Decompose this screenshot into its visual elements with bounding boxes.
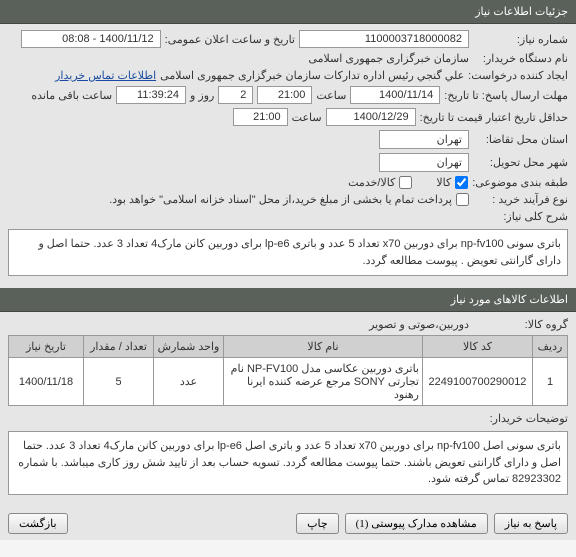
need-number-value: 1100003718000082 (299, 30, 469, 48)
deadline-label: مهلت ارسال پاسخ: تا تاریخ: (444, 89, 568, 102)
deadline-time-label: ساعت (316, 89, 346, 102)
public-date-value: 1400/11/12 - 08:08 (21, 30, 161, 48)
buyer-notes-label: توضیحات خریدار: (473, 412, 568, 425)
category-goods-text: کالا (436, 176, 451, 189)
cell-date: 1400/11/18 (9, 358, 84, 406)
group-value: دوربین،صوتی و تصویر (369, 318, 469, 331)
delivery-province-label: شهر محل تحویل: (473, 156, 568, 169)
request-province-value: تهران (379, 130, 469, 149)
remaining-suffix: ساعت باقی مانده (31, 89, 112, 102)
validity-time-value: 21:00 (233, 108, 288, 126)
category-services-checkbox[interactable] (399, 176, 412, 189)
back-button[interactable]: بازگشت (8, 513, 68, 534)
reply-button[interactable]: پاسخ به نیاز (494, 513, 568, 534)
process-type-text: پرداخت تمام یا بخشی از مبلغ خرید،از محل … (109, 193, 452, 206)
process-type-label: نوع فرآیند خرید : (473, 193, 568, 206)
cell-name: باتری دوربین عکاسی مدل NP-FV100 نام تجار… (224, 358, 423, 406)
section-header-details: جزئیات اطلاعات نیاز (0, 0, 576, 24)
th-code: کد کالا (423, 336, 533, 358)
delivery-province-value: تهران (379, 153, 469, 172)
th-row: ردیف (533, 336, 568, 358)
items-table: ردیف کد کالا نام کالا واحد شمارش تعداد /… (8, 335, 568, 406)
remaining-days-label: روز و (190, 89, 214, 102)
details-panel: شماره نیاز: 1100003718000082 تاریخ و ساع… (0, 24, 576, 288)
group-label: گروه کالا: (473, 318, 568, 331)
validity-date-value: 1400/12/29 (326, 108, 416, 126)
requester-label: ایجاد کننده درخواست: (468, 69, 568, 82)
th-name: نام کالا (224, 336, 423, 358)
cell-unit: عدد (154, 358, 224, 406)
requester-value: علي گنجي رئيس اداره تدارکات سازمان خبرگز… (160, 69, 464, 82)
buyer-contact-link[interactable]: اطلاعات تماس خریدار (55, 69, 156, 82)
deadline-date-value: 1400/11/14 (350, 86, 440, 104)
button-bar: پاسخ به نیاز مشاهده مدارک پیوستی (1) چاپ… (0, 507, 576, 540)
section-header-items: اطلاعات کالاهای مورد نیاز (0, 288, 576, 312)
deadline-time-value: 21:00 (257, 86, 312, 104)
request-province-label: استان محل تقاضا: (473, 133, 568, 146)
buyer-notes-box: باتری سونی اصل np-fv100 برای دوربین x70 … (8, 431, 568, 495)
validity-label: حداقل تاریخ اعتبار قیمت تا تاریخ: (420, 111, 568, 124)
cell-idx: 1 (533, 358, 568, 406)
summary-box: باتری سونی np-fv100 برای دوربین x70 تعدا… (8, 229, 568, 276)
process-type-checkbox[interactable] (456, 193, 469, 206)
remaining-days-value: 2 (218, 86, 253, 104)
public-date-label: تاریخ و ساعت اعلان عمومی: (165, 33, 295, 46)
buyer-org-label: نام دستگاه خریدار: (473, 52, 568, 65)
attachments-button[interactable]: مشاهده مدارک پیوستی (1) (345, 513, 488, 534)
category-goods-checkbox[interactable] (455, 176, 468, 189)
remaining-time-value: 11:39:24 (116, 86, 186, 104)
cell-code: 2249100700290012 (423, 358, 533, 406)
need-number-label: شماره نیاز: (473, 33, 568, 46)
th-qty: تعداد / مقدار (84, 336, 154, 358)
summary-label: شرح کلی نیاز: (473, 210, 568, 223)
category-label: طبقه بندی موضوعی: (472, 176, 568, 189)
table-row: 1 2249100700290012 باتری دوربین عکاسی مد… (9, 358, 568, 406)
validity-time-label: ساعت (292, 111, 322, 124)
category-services-text: کالا/خدمت (348, 176, 395, 189)
th-date: تاریخ نیاز (9, 336, 84, 358)
print-button[interactable]: چاپ (296, 513, 339, 534)
cell-qty: 5 (84, 358, 154, 406)
buyer-org-value: سازمان خبرگزاری جمهوری اسلامی (308, 52, 469, 65)
items-panel: گروه کالا: دوربین،صوتی و تصویر ردیف کد ک… (0, 312, 576, 507)
th-unit: واحد شمارش (154, 336, 224, 358)
